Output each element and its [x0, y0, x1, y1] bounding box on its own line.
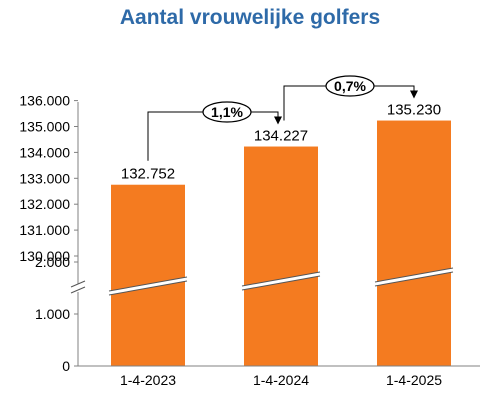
y-tick-label: 136.000 [19, 93, 70, 109]
axis-break-line [241, 275, 321, 291]
y-axis-break-mark [70, 280, 86, 288]
x-tick-label: 1-4-2025 [386, 372, 442, 388]
y-tick-label: 130.000 [19, 248, 70, 264]
y-tick-label: 134.000 [19, 144, 70, 160]
growth-label: 1,1% [211, 104, 243, 120]
growth-label: 0,7% [334, 78, 366, 94]
axis-break-gap [109, 277, 187, 295]
axis-break-line [241, 271, 321, 287]
growth-badge [202, 101, 252, 123]
x-tick-label: 1-4-2023 [120, 372, 176, 388]
axis-break-line [108, 276, 188, 292]
growth-badge [325, 75, 375, 97]
data-label: 134.227 [254, 128, 308, 145]
data-label: 132.752 [121, 166, 175, 183]
y-tick-label: 1.000 [35, 306, 70, 322]
bar-1-4-2023 [111, 184, 185, 366]
x-tick-label: 1-4-2024 [253, 372, 309, 388]
axis-break-line [374, 267, 454, 283]
axis-break-gap [375, 268, 453, 286]
y-axis-break-mark [70, 286, 86, 294]
y-tick-label: 133.000 [19, 170, 70, 186]
y-tick-label: 2.000 [35, 254, 70, 270]
y-tick-label: 0 [62, 358, 70, 374]
bar-1-4-2025 [377, 120, 451, 366]
y-tick-label: 132.000 [19, 196, 70, 212]
axis-break-gap [242, 272, 320, 290]
axis-break-line [108, 280, 188, 296]
chart-title: Aantal vrouwelijke golfers [119, 6, 381, 29]
data-label: 135.230 [387, 102, 441, 119]
bar-1-4-2024 [244, 146, 318, 366]
y-tick-label: 131.000 [19, 222, 70, 238]
y-tick-label: 135.000 [19, 119, 70, 135]
axis-break-line [374, 271, 454, 287]
